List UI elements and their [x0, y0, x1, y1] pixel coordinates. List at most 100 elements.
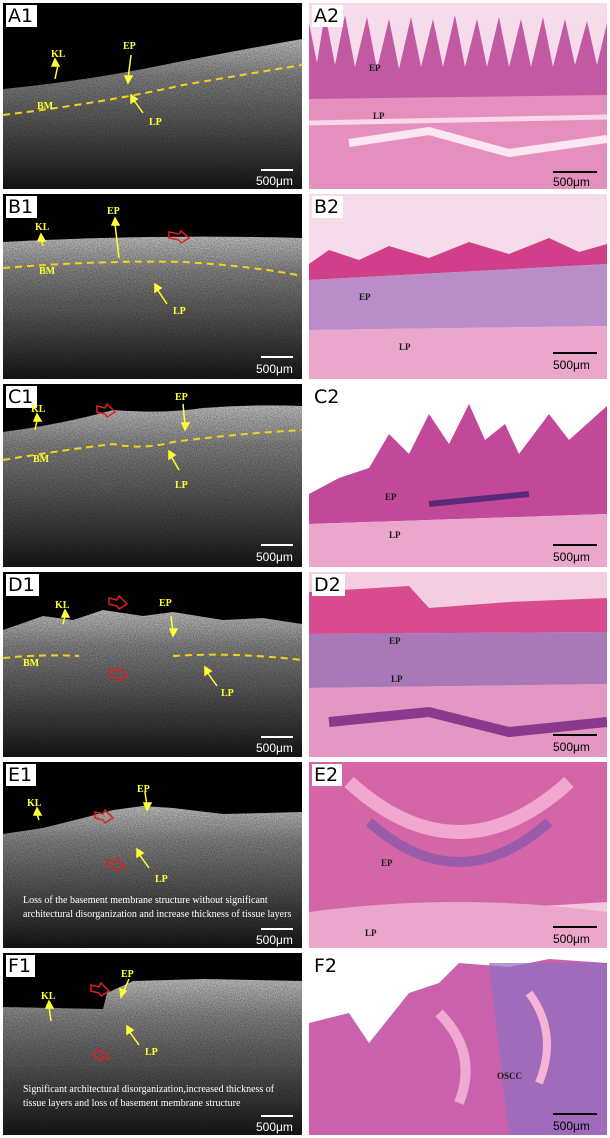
panel-label: B1: [6, 196, 38, 218]
label-kl: KL: [31, 404, 46, 415]
label-lp: LP: [175, 480, 188, 491]
panel-label: D2: [312, 574, 345, 596]
he-image: [309, 194, 607, 379]
label-lp: LP: [391, 674, 403, 684]
label-oscc: OSCC: [497, 1071, 523, 1081]
scale-bar: [261, 169, 293, 171]
panel-a1-oct: A1 KL EP BM LP 500μm: [3, 3, 302, 189]
oct-image: [3, 3, 302, 189]
panel-label: F2: [312, 955, 342, 977]
scale-label: 500μm: [553, 1119, 590, 1133]
label-lp: LP: [399, 342, 411, 352]
label-ep: EP: [121, 969, 134, 980]
label-kl: KL: [41, 991, 56, 1002]
oct-image: [3, 762, 302, 948]
panel-label: E2: [312, 764, 343, 786]
annotation-arrows: [36, 216, 191, 305]
panel-label: F1: [6, 955, 36, 977]
scale-label: 500μm: [256, 933, 293, 947]
label-kl: KL: [55, 600, 70, 611]
oct-image: [3, 572, 302, 757]
panel-a2-histology: A2 EP LP 500μm: [309, 3, 607, 189]
he-image: [309, 404, 607, 567]
panel-caption: Loss of the basement membrane structure …: [23, 895, 292, 920]
scale-bar: [553, 734, 597, 736]
scale-label: 500μm: [256, 550, 293, 564]
scale-label: 500μm: [553, 358, 590, 372]
he-image: [309, 572, 607, 757]
panel-c1-oct: C1 KL EP BM LP 500μm: [3, 384, 302, 567]
panel-b1-oct: B1 KL EP BM LP 500μm: [3, 194, 302, 379]
panel-d1-oct: D1 KL EP BM LP 500μm: [3, 572, 302, 757]
label-lp: LP: [389, 530, 401, 540]
annotation-arrows: [32, 791, 153, 873]
scale-label: 500μm: [256, 741, 293, 755]
scale-bar: [553, 926, 597, 928]
label-ep: EP: [369, 63, 381, 73]
scale-bar: [261, 736, 293, 738]
label-ep: EP: [175, 392, 188, 403]
label-ep: EP: [359, 292, 371, 302]
annotation-arrows: [32, 402, 191, 471]
scale-label: 500μm: [256, 1120, 293, 1134]
label-ep: EP: [385, 492, 397, 502]
label-bm: BM: [23, 658, 40, 669]
label-ep: EP: [381, 858, 393, 868]
label-lp: LP: [221, 688, 234, 699]
scale-label: 500μm: [553, 175, 590, 189]
panel-caption: Significant architectural disorganizatio…: [23, 1084, 275, 1109]
oct-image: [3, 953, 302, 1135]
annotation-arrows: [60, 594, 218, 687]
scale-label: 500μm: [553, 550, 590, 564]
label-lp: LP: [173, 306, 186, 317]
label-bm: BM: [39, 266, 56, 277]
panel-label: B2: [312, 196, 344, 218]
he-image: [309, 3, 607, 189]
label-lp: LP: [373, 111, 385, 121]
label-ep: EP: [389, 636, 401, 646]
panel-c2-histology: C2 EP LP 500μm: [309, 384, 607, 567]
scale-bar: [261, 1115, 293, 1117]
scale-bar: [553, 544, 597, 546]
scale-label: 500μm: [256, 362, 293, 376]
panel-label: D1: [6, 574, 39, 596]
label-lp: LP: [145, 1047, 158, 1058]
scale-bar: [553, 1113, 597, 1115]
panel-b2-histology: B2 EP LP 500μm: [309, 194, 607, 379]
label-kl: KL: [27, 798, 42, 809]
label-bm: BM: [33, 454, 50, 465]
panel-label: A1: [6, 5, 38, 27]
scale-bar: [553, 352, 597, 354]
panel-f2-histology: F2 OSCC 500μm: [309, 953, 607, 1135]
panel-e2-histology: E2 EP LP 500μm: [309, 762, 607, 948]
panel-label: C1: [6, 386, 38, 408]
label-bm: BM: [37, 101, 54, 112]
label-ep: EP: [159, 598, 172, 609]
label-lp: LP: [155, 874, 168, 885]
panel-label: E1: [6, 764, 37, 786]
oct-image: [3, 384, 302, 567]
label-kl: KL: [35, 222, 50, 233]
label-lp: LP: [365, 928, 377, 938]
panel-label: A2: [312, 5, 344, 27]
label-lp: LP: [149, 117, 162, 128]
scale-label: 500μm: [256, 174, 293, 188]
panel-label: C2: [312, 386, 344, 408]
scale-bar: [261, 544, 293, 546]
label-ep: EP: [123, 41, 136, 52]
scale-label: 500μm: [553, 740, 590, 754]
scale-bar: [553, 171, 597, 173]
panel-f1-oct: F1 KL EP LP Significant architectural di…: [3, 953, 302, 1135]
label-ep: EP: [107, 206, 120, 217]
scale-bar: [261, 928, 293, 930]
oct-image: [3, 194, 302, 379]
he-image: [309, 762, 607, 948]
scale-label: 500μm: [553, 932, 590, 946]
label-ep: EP: [137, 784, 150, 795]
annotation-arrows: [44, 978, 140, 1063]
panel-d2-histology: D2 EP LP 500μm: [309, 572, 607, 757]
annotation-arrows: [50, 54, 144, 114]
he-image: [309, 959, 607, 1135]
scale-bar: [261, 356, 293, 358]
label-kl: KL: [51, 49, 66, 60]
